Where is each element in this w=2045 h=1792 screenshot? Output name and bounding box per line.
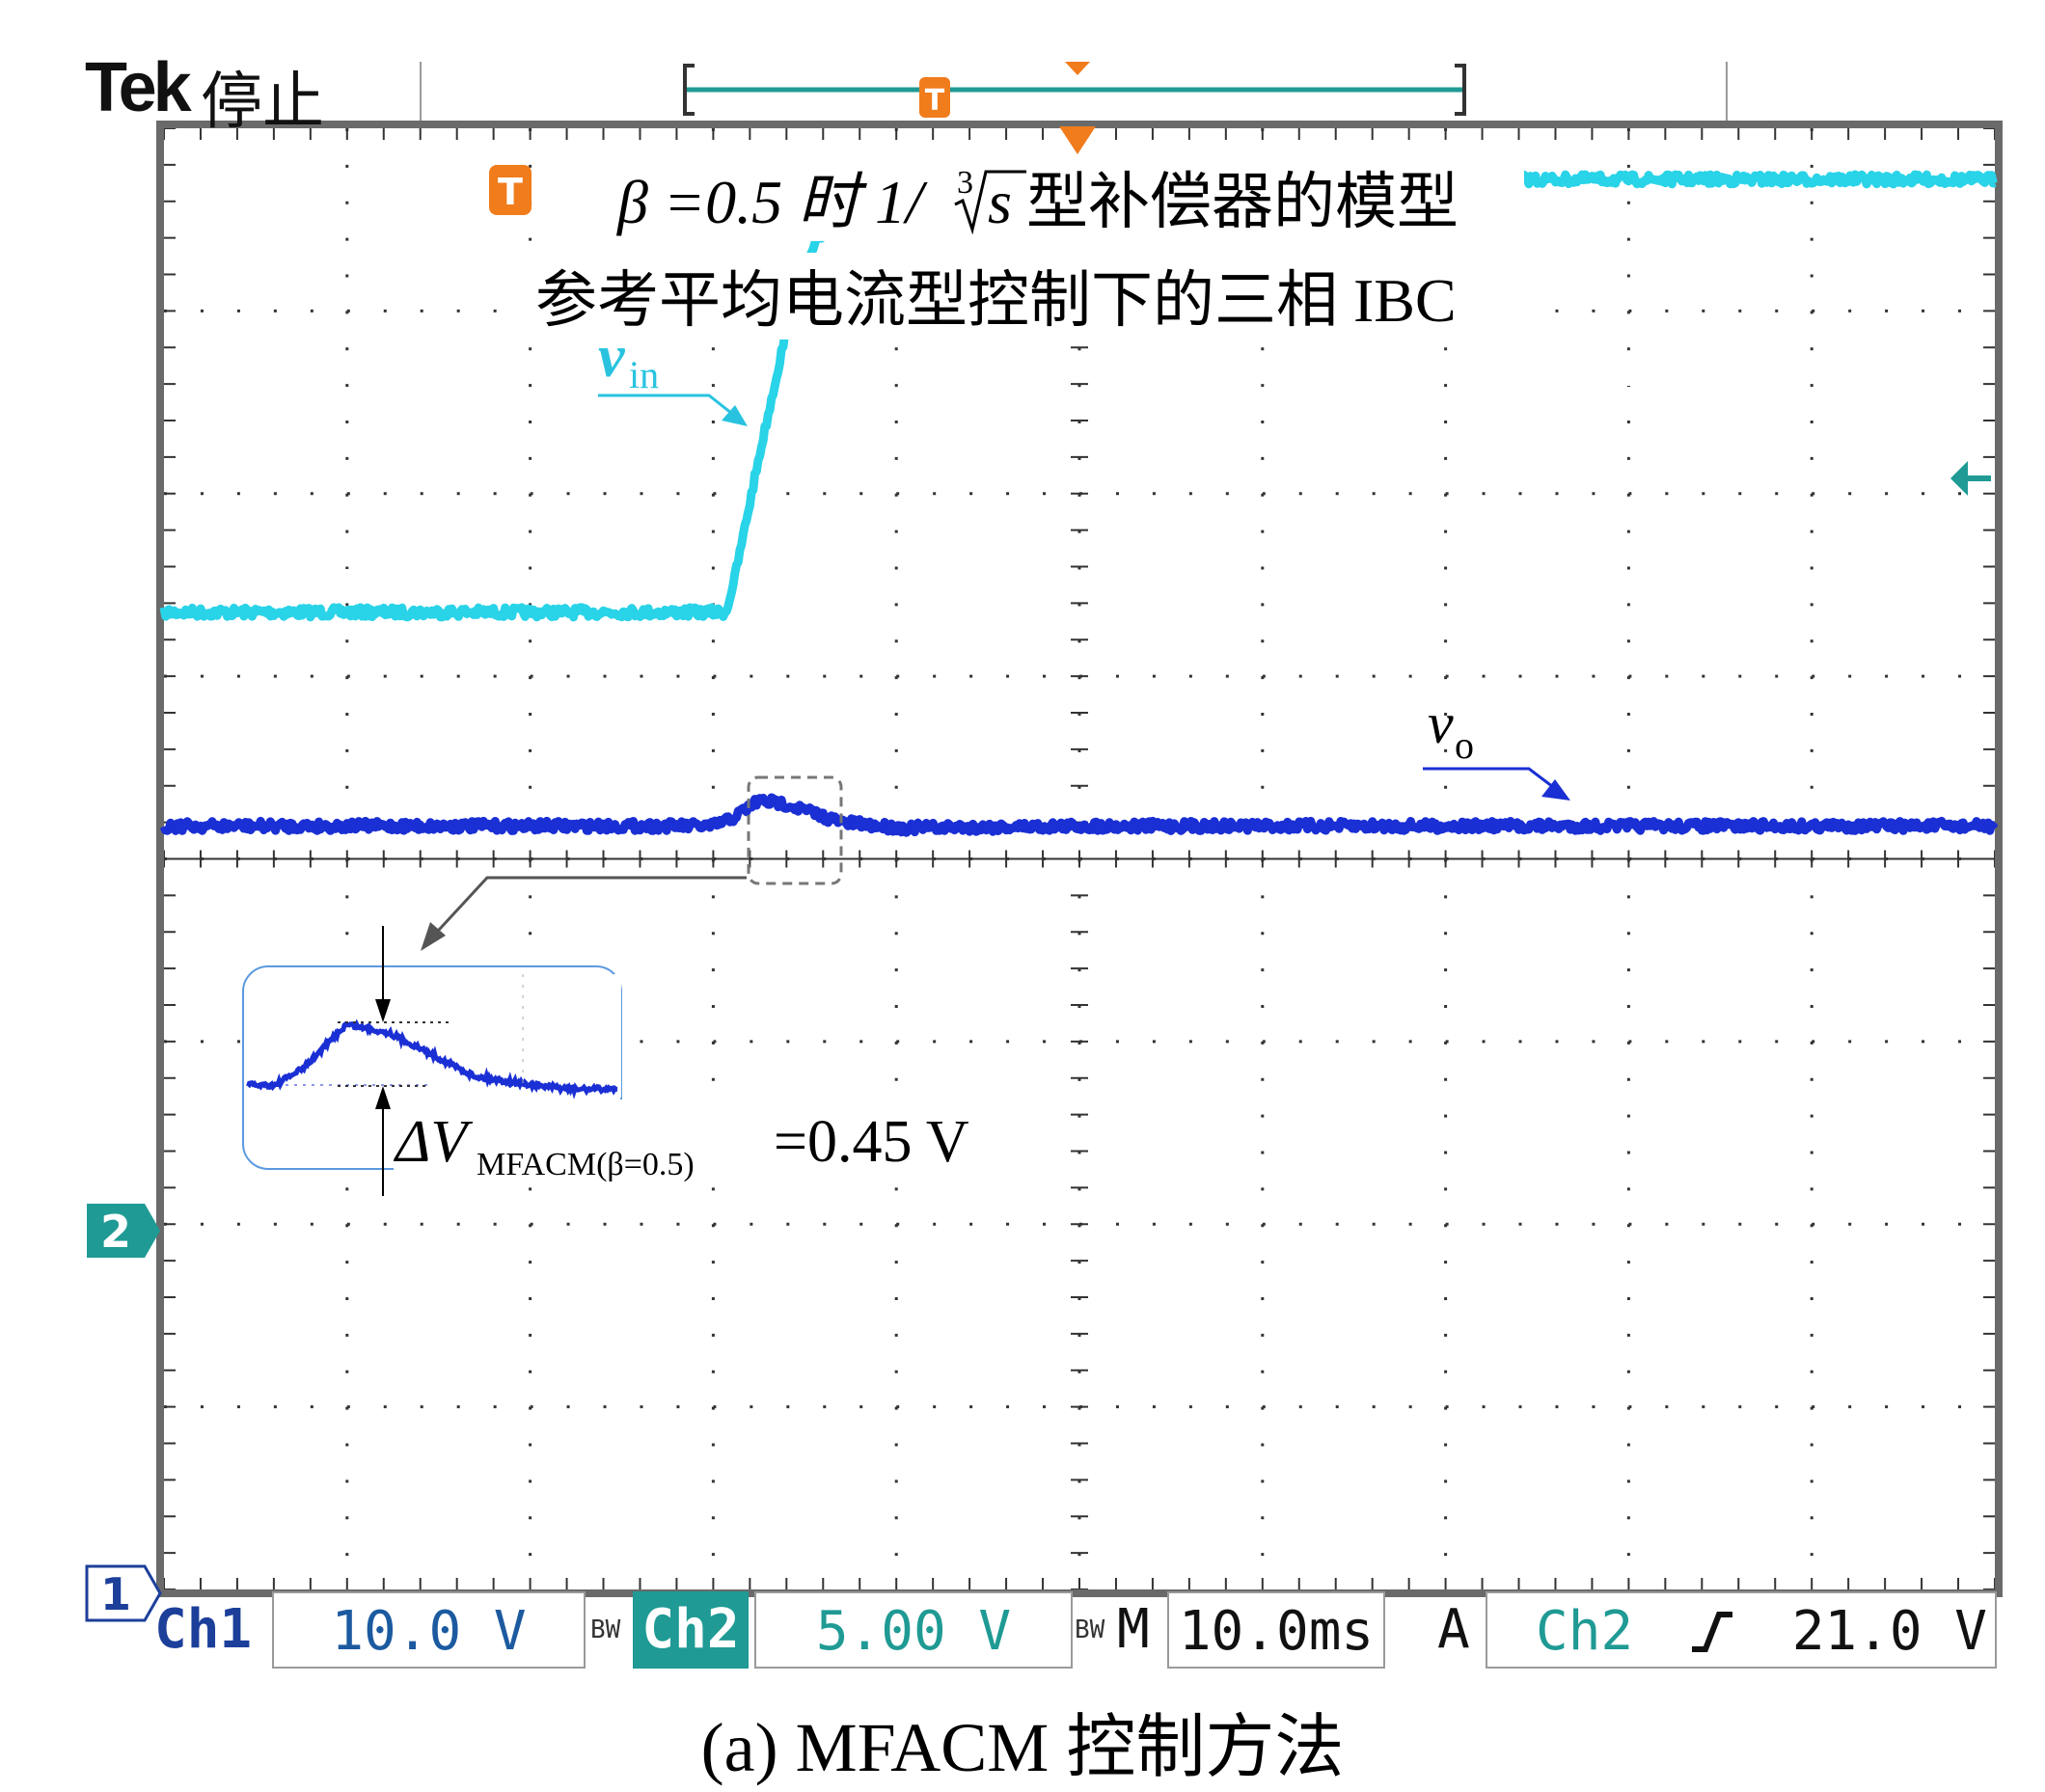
trigger-position-arrow-top bbox=[1065, 62, 1090, 75]
trigger-position-arrow bbox=[1059, 126, 1096, 154]
trigger-level-arrow bbox=[1950, 461, 1991, 496]
annotation-title-line2: 参考平均电流型控制下的三相 IBC bbox=[535, 266, 1457, 335]
trigger-source: Ch2 bbox=[1536, 1600, 1634, 1663]
trigger-readout[interactable]: Ch2 21.0 V bbox=[1486, 1591, 1997, 1669]
record-position-bar bbox=[683, 64, 1466, 116]
vin-subscript: in bbox=[629, 353, 659, 396]
ch1-bw-limit-icon: BW bbox=[590, 1616, 621, 1644]
trigger-mode: A bbox=[1437, 1598, 1470, 1661]
delta-label: ΔV bbox=[393, 1109, 473, 1175]
rising-edge-icon bbox=[1692, 1612, 1732, 1652]
svg-text:2: 2 bbox=[100, 1206, 131, 1258]
zoom-selection-box bbox=[747, 775, 843, 885]
radical-sign-icon bbox=[954, 170, 1026, 235]
annotation-title-root-var: s bbox=[988, 168, 1012, 236]
ch1-ground-marker: 1 bbox=[85, 1564, 162, 1622]
timebase-label: M bbox=[1117, 1598, 1150, 1661]
svg-text:T: T bbox=[498, 171, 523, 213]
ch2-bw-limit-icon: BW bbox=[1075, 1616, 1105, 1644]
ch2-scale-readout[interactable]: 5.00 V bbox=[754, 1591, 1073, 1669]
trigger-level: 21.0 V bbox=[1791, 1600, 1987, 1663]
record-trigger-marker: T bbox=[919, 77, 950, 118]
screen-frame bbox=[156, 121, 2003, 1597]
vin-pointer-arrow bbox=[598, 394, 742, 422]
ch1-label[interactable]: Ch1 bbox=[154, 1598, 253, 1661]
vo-subscript: o bbox=[1455, 723, 1474, 767]
vo-label: v bbox=[1428, 692, 1454, 755]
ch2-ground-marker: 2 bbox=[87, 1204, 160, 1258]
delta-measure-arrows bbox=[375, 926, 391, 1196]
delta-subscript: MFACM(β=0.5) bbox=[477, 1147, 695, 1182]
trigger-marker-screen: T bbox=[489, 165, 532, 215]
brand-logo: Tek bbox=[85, 49, 192, 126]
vin-label: v bbox=[598, 324, 626, 390]
ch2-label[interactable]: Ch2 bbox=[633, 1591, 749, 1669]
delta-value: =0.45 V bbox=[774, 1109, 969, 1175]
zoom-pointer-line bbox=[426, 876, 747, 943]
svg-text:1: 1 bbox=[100, 1568, 131, 1620]
timebase-readout[interactable]: 10.0ms bbox=[1167, 1591, 1385, 1669]
svg-text:T: T bbox=[925, 84, 945, 118]
trace-v-o bbox=[159, 793, 1999, 837]
annotation-title-suffix: 型补偿器的模型 bbox=[1026, 168, 1459, 236]
vo-pointer-arrow bbox=[1423, 767, 1562, 795]
acquisition-state: 停止 bbox=[201, 67, 324, 138]
graticule bbox=[163, 127, 1996, 1590]
ch1-scale-readout[interactable]: 10.0 V bbox=[272, 1591, 586, 1669]
annotation-title-root-index: 3 bbox=[957, 165, 973, 201]
annotation-title-line1: β =0.5 时 1/ bbox=[615, 168, 928, 236]
figure-caption: (a) MFACM 控制方法 bbox=[700, 1709, 1345, 1786]
